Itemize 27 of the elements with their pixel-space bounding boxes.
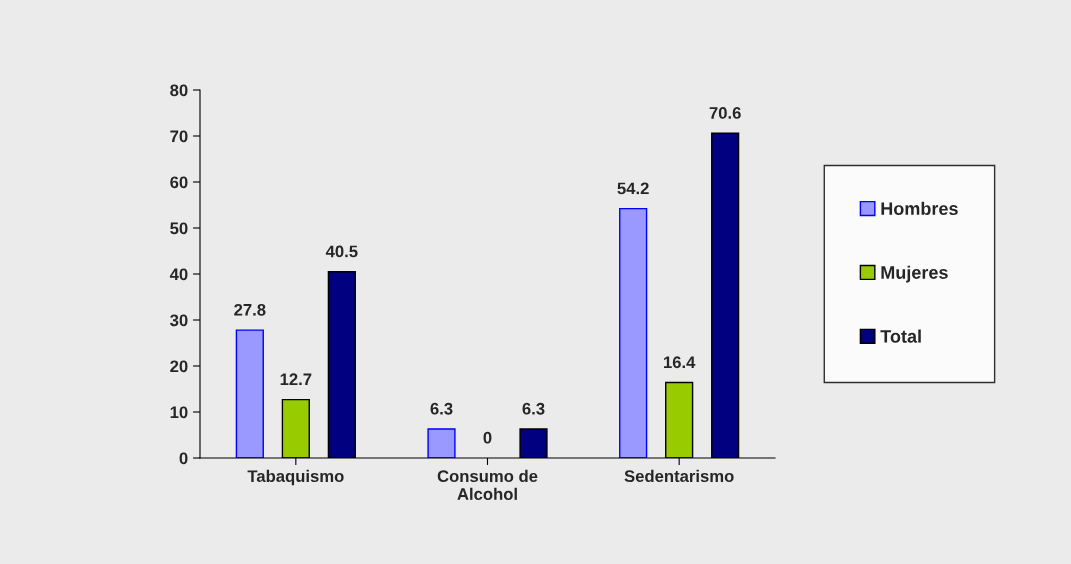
data-label: 0 [483,431,492,444]
y-tick-label: 40 [169,268,188,281]
y-tick-label: 20 [170,360,188,373]
bar [235,329,264,458]
y-tick-label: 70 [170,130,188,143]
data-label: 70.6 [709,107,741,119]
data-label: 40.5 [325,245,358,258]
x-tick-label: Sedentarismo [624,469,734,483]
y-tick-label: 10 [170,406,188,419]
legend-label: Hombres [881,201,958,216]
x-tick-label: Consumo de Alcohol [437,469,538,500]
bar [427,428,456,458]
y-tick-label: 0 [179,452,188,465]
data-label: 12.7 [280,373,312,386]
y-tick-label: 80 [170,84,188,97]
data-label: 54.2 [617,182,649,195]
y-tick-label: 50 [170,222,188,235]
data-label: 6.3 [522,402,545,415]
data-label: 27.8 [234,303,266,316]
data-label: 16.4 [664,356,696,369]
y-tick-label: 60 [170,176,188,189]
y-tick-label: 30 [170,314,188,327]
legend-label: Total [880,329,921,343]
legend-label: Mujeres [881,265,948,283]
bar [619,207,648,458]
data-label: 6.3 [430,402,453,415]
x-tick-label: Tabaquismo [247,469,344,486]
